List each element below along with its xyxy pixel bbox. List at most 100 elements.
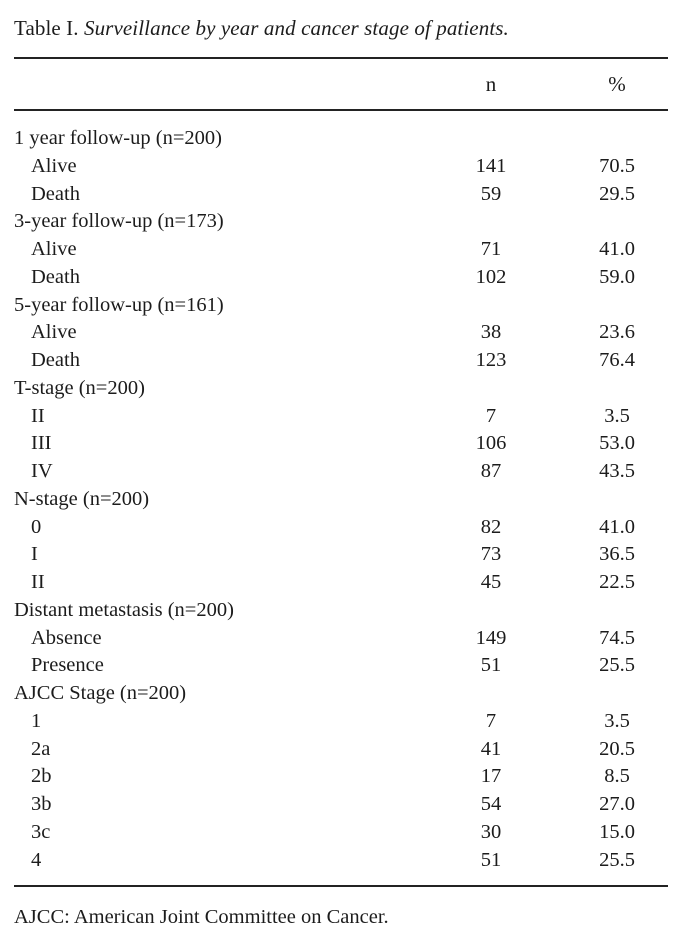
row-n-value: 17 [480, 765, 502, 788]
row-pct-value: 27.0 [599, 793, 635, 815]
row-pct-value: 8.5 [604, 765, 630, 788]
row-pct-value: 59.0 [599, 265, 635, 288]
section-header-label: 1 year follow-up (n=200) [14, 127, 222, 149]
row-pct-value: 20.5 [599, 737, 635, 760]
row-n-value: 87 [480, 460, 502, 482]
row-n-value: 7 [485, 404, 497, 427]
table-row: Alive 71 41.0 [14, 236, 668, 264]
row-pct-value: 53.0 [599, 432, 635, 455]
column-header-pct: % [608, 71, 626, 96]
table-row: II 7 3.5 [14, 403, 668, 431]
table-row: 1 7 3.5 [14, 708, 668, 736]
table-row: I 73 36.5 [14, 541, 668, 569]
table-row: Alive 141 70.5 [14, 153, 668, 181]
table-row: Alive 38 23.6 [14, 319, 668, 347]
row-pct-value: 15.0 [599, 820, 635, 843]
row-label: Presence [31, 654, 104, 677]
table-title-prefix: Table I. [14, 16, 84, 40]
row-label: Alive [31, 154, 77, 177]
section-header-row: T-stage (n=200) [14, 375, 668, 403]
row-n-value: 30 [480, 820, 502, 843]
row-pct-value: 23.6 [599, 321, 635, 344]
table-title-caption: Surveillance by year and cancer stage of… [83, 16, 509, 40]
row-pct-value: 74.5 [599, 626, 635, 649]
table-row: 4 51 25.5 [14, 847, 668, 875]
section-header-label: AJCC Stage (n=200) [14, 682, 187, 704]
bottom-rule [14, 885, 668, 888]
row-label: 0 [31, 515, 42, 538]
section-header-label: N-stage (n=200) [14, 487, 150, 510]
row-pct-value: 3.5 [604, 404, 630, 427]
row-n-value: 102 [475, 265, 507, 288]
row-n-value: 106 [475, 432, 507, 455]
column-header-n: n [485, 71, 497, 96]
section-header-row: 1 year follow-up (n=200) [14, 125, 668, 153]
section-header-label: 5-year follow-up (n=161) [14, 293, 224, 316]
table-row: Death 123 76.4 [14, 347, 668, 375]
row-pct-value: 41.0 [599, 238, 635, 260]
row-label: Death [31, 349, 80, 371]
row-label: Death [31, 182, 80, 205]
row-n-value: 123 [475, 349, 507, 371]
row-pct-value: 3.5 [604, 709, 630, 732]
row-n-value: 7 [485, 709, 497, 732]
row-n-value: 141 [475, 154, 507, 177]
row-label: II [31, 571, 45, 593]
top-rule [14, 57, 668, 59]
row-pct-value: 25.5 [599, 654, 635, 677]
row-pct-value: 43.5 [599, 460, 635, 482]
row-label: Death [31, 265, 80, 288]
section-header-label: 3-year follow-up (n=173) [14, 210, 224, 233]
row-label: 2a [31, 737, 51, 760]
section-header-row: AJCC Stage (n=200) [14, 680, 668, 708]
table-row: 3b 54 27.0 [14, 791, 668, 819]
section-header-row: Distant metastasis (n=200) [14, 597, 668, 625]
row-pct-value: 70.5 [599, 154, 635, 177]
table-row: III 106 53.0 [14, 430, 668, 458]
row-n-value: 41 [480, 737, 502, 760]
table-footnote: AJCC: American Joint Committee on Cancer… [14, 906, 389, 929]
row-n-value: 82 [480, 515, 502, 538]
table-row: Presence 51 25.5 [14, 652, 668, 680]
table-row: 0 82 41.0 [14, 514, 668, 542]
row-pct-value: 22.5 [599, 571, 635, 593]
row-label: 1 [31, 709, 42, 732]
table-row: IV 87 43.5 [14, 458, 668, 486]
row-label: Alive [31, 238, 77, 260]
table-row: 2a 41 20.5 [14, 736, 668, 764]
section-header-row: 3-year follow-up (n=173) [14, 208, 668, 236]
table-body: 1 year follow-up (n=200) Alive 141 70.5 Deat… [14, 111, 668, 885]
row-label: 3c [31, 820, 51, 843]
section-header-label: Distant metastasis (n=200) [14, 598, 234, 621]
section-header-label: T-stage (n=200) [14, 376, 145, 399]
row-n-value: 51 [480, 848, 502, 871]
row-n-value: 149 [475, 626, 507, 649]
row-n-value: 59 [480, 182, 502, 205]
table-header-row: n % [14, 59, 668, 109]
row-n-value: 54 [480, 793, 502, 815]
row-n-value: 71 [480, 238, 502, 260]
table-row: Death 102 59.0 [14, 264, 668, 292]
row-pct-value: 76.4 [599, 349, 635, 371]
table-row: 2b 17 8.5 [14, 763, 668, 791]
row-n-value: 45 [480, 571, 502, 593]
table-row: Death 59 29.5 [14, 181, 668, 209]
row-pct-value: 36.5 [599, 543, 635, 566]
row-label: III [31, 432, 52, 455]
row-pct-value: 29.5 [599, 182, 635, 205]
row-label: IV [31, 460, 53, 482]
row-label: 3b [31, 793, 52, 815]
row-label: I [31, 543, 38, 566]
row-label: 4 [31, 848, 42, 871]
row-label: 2b [31, 765, 52, 788]
table-row: 3c 30 15.0 [14, 819, 668, 847]
row-label: Absence [31, 626, 102, 649]
row-n-value: 38 [480, 321, 502, 344]
table-row: II 45 22.5 [14, 569, 668, 597]
section-header-row: 5-year follow-up (n=161) [14, 292, 668, 320]
row-label: II [31, 404, 45, 427]
section-header-row: N-stage (n=200) [14, 486, 668, 514]
table-title: Table I. Surveillance by year and cancer… [14, 15, 668, 42]
row-label: Alive [31, 321, 77, 344]
